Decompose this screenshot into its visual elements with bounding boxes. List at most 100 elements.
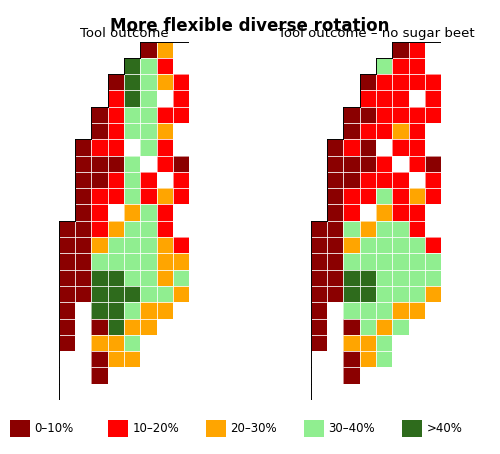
Bar: [140, 221, 156, 237]
Bar: [108, 237, 124, 253]
Bar: [327, 253, 344, 270]
Bar: [156, 123, 173, 139]
Bar: [124, 90, 140, 107]
Bar: [344, 367, 360, 384]
Bar: [425, 172, 441, 188]
Bar: [360, 319, 376, 335]
Bar: [92, 123, 108, 139]
Bar: [173, 270, 189, 286]
Bar: [156, 123, 173, 139]
Bar: [311, 253, 327, 270]
Bar: [392, 188, 408, 204]
Bar: [425, 188, 441, 204]
Bar: [344, 156, 360, 172]
Bar: [59, 367, 75, 384]
Bar: [376, 237, 392, 253]
Bar: [108, 188, 124, 204]
Bar: [124, 58, 140, 74]
Bar: [75, 221, 92, 237]
Bar: [425, 156, 441, 172]
Bar: [140, 221, 156, 237]
Bar: [108, 319, 124, 335]
Bar: [360, 139, 376, 156]
Bar: [75, 302, 92, 319]
Bar: [327, 270, 344, 286]
Bar: [75, 188, 92, 204]
Bar: [344, 253, 360, 270]
Bar: [59, 221, 75, 237]
Bar: [75, 286, 92, 302]
Bar: [173, 188, 189, 204]
Bar: [392, 42, 408, 58]
Bar: [311, 237, 327, 253]
Bar: [425, 107, 441, 123]
Bar: [173, 172, 189, 188]
Bar: [376, 107, 392, 123]
Bar: [75, 253, 92, 270]
Bar: [360, 335, 376, 351]
Bar: [425, 270, 441, 286]
Bar: [108, 335, 124, 351]
Bar: [392, 253, 408, 270]
Bar: [124, 319, 140, 335]
Bar: [360, 221, 376, 237]
Bar: [124, 139, 140, 156]
Bar: [108, 74, 124, 90]
Bar: [173, 156, 189, 172]
Bar: [344, 221, 360, 237]
Bar: [327, 335, 344, 351]
Bar: [327, 188, 344, 204]
Bar: [376, 302, 392, 319]
Bar: [360, 107, 376, 123]
Bar: [156, 237, 173, 253]
Bar: [408, 123, 425, 139]
Bar: [124, 123, 140, 139]
Bar: [124, 107, 140, 123]
Bar: [92, 139, 108, 156]
Bar: [360, 90, 376, 107]
Bar: [408, 367, 425, 384]
Bar: [408, 156, 425, 172]
Bar: [344, 286, 360, 302]
Bar: [124, 237, 140, 253]
Bar: [124, 319, 140, 335]
Bar: [92, 270, 108, 286]
Bar: [140, 172, 156, 188]
Bar: [173, 367, 189, 384]
Bar: [376, 270, 392, 286]
Bar: [311, 221, 327, 237]
Bar: [376, 286, 392, 302]
Bar: [59, 384, 75, 400]
Bar: [376, 204, 392, 221]
Bar: [75, 351, 92, 367]
Text: 0–10%: 0–10%: [34, 422, 74, 435]
Bar: [173, 42, 189, 58]
Bar: [376, 139, 392, 156]
Bar: [140, 139, 156, 156]
Bar: [108, 156, 124, 172]
Bar: [124, 253, 140, 270]
Bar: [59, 237, 75, 253]
Bar: [408, 74, 425, 90]
Bar: [327, 302, 344, 319]
Bar: [173, 253, 189, 270]
Bar: [408, 204, 425, 221]
Bar: [75, 286, 92, 302]
Bar: [311, 237, 327, 253]
Bar: [140, 74, 156, 90]
Bar: [75, 204, 92, 221]
Bar: [124, 253, 140, 270]
Bar: [140, 286, 156, 302]
Bar: [376, 335, 392, 351]
Bar: [140, 351, 156, 367]
Bar: [376, 270, 392, 286]
Bar: [344, 139, 360, 156]
Bar: [140, 270, 156, 286]
Bar: [344, 237, 360, 253]
Bar: [124, 367, 140, 384]
Bar: [376, 90, 392, 107]
Bar: [108, 204, 124, 221]
Bar: [392, 335, 408, 351]
Bar: [92, 319, 108, 335]
Bar: [108, 90, 124, 107]
